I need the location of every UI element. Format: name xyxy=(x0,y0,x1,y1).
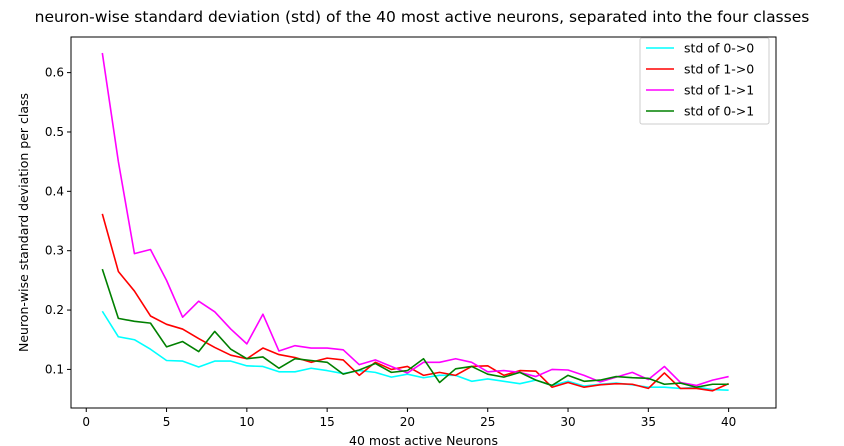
chart-title: neuron-wise standard deviation (std) of … xyxy=(35,8,810,26)
legend-box xyxy=(639,37,770,125)
x-tick-label: 15 xyxy=(320,415,335,429)
series-line-3 xyxy=(101,268,729,389)
y-tick-label: 0.2 xyxy=(45,303,64,317)
legend: std of 0->0 std of 1->0 std of 1->1 std of … xyxy=(639,37,770,125)
series-lines xyxy=(101,52,729,392)
x-axis-label: 40 most active Neurons xyxy=(349,433,498,446)
y-tick-label: 0.5 xyxy=(45,125,64,139)
y-tick-label: 0.1 xyxy=(45,362,64,376)
x-tick-label: 10 xyxy=(239,415,254,429)
x-tick-label: 40 xyxy=(721,415,736,429)
series-line-1 xyxy=(101,213,729,392)
x-tick-label: 30 xyxy=(560,415,575,429)
legend-label: std of 0->0 xyxy=(684,41,754,56)
y-tick-label: 0.4 xyxy=(45,184,64,198)
x-tick-label: 20 xyxy=(400,415,415,429)
legend-label: std of 0->1 xyxy=(684,104,754,119)
x-tick-label: 0 xyxy=(82,415,90,429)
y-axis-label: Neuron-wise standard deviation per class xyxy=(16,93,31,352)
y-tick-label: 0.3 xyxy=(45,244,64,258)
legend-label: std of 1->0 xyxy=(684,62,754,77)
series-line-2 xyxy=(101,52,729,387)
axes-frame xyxy=(70,36,777,409)
x-tick-label: 35 xyxy=(641,415,656,429)
y-tick-label: 0.6 xyxy=(45,66,64,80)
legend-label: std of 1->1 xyxy=(684,83,754,98)
x-tick-label: 5 xyxy=(163,415,171,429)
axis-ticks: 0 5 10 15 20 25 30 35 40 0.1 0.2 0.3 0.4 0.5 0.6 xyxy=(45,66,736,429)
x-tick-label: 25 xyxy=(480,415,495,429)
